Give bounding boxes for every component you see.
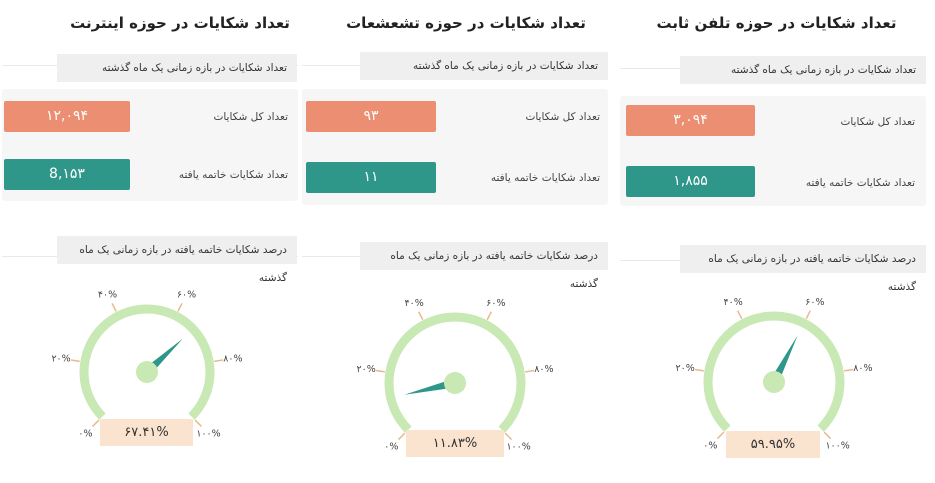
gauge-tick-label: ۱۰۰% <box>825 441 849 452</box>
gauge-tick <box>823 431 832 440</box>
gauge-arc <box>79 304 215 420</box>
period-header: تعداد شکایات در بازه زمانی یک ماه گذشته <box>680 56 926 84</box>
gauge-tick <box>177 303 183 312</box>
gauge-tick-label: ۸۰% <box>853 363 872 374</box>
gauge-tick <box>375 369 385 373</box>
gauge-tick-label: ۶۰% <box>805 297 824 308</box>
resolved-complaints-bar: 8,۱۵۳ <box>4 159 130 190</box>
percent-value: ۶۷.۴۱% <box>100 419 193 446</box>
gauge-tick <box>844 368 854 372</box>
gauge-tick <box>805 310 811 320</box>
gauge-tick-label: ۴۰% <box>724 297 743 308</box>
gauge-arc <box>703 311 845 432</box>
gauge-tick <box>194 419 202 427</box>
gauge-tick <box>737 310 743 320</box>
resolved-complaints-label: تعداد شکایات خاتمه یافته <box>178 169 288 181</box>
gauge-tick <box>70 359 80 363</box>
gauge-tick-label: ۴۰% <box>405 298 424 309</box>
section-internet: تعداد شکایات در حوزه اینترنت تعداد شکایا… <box>0 0 300 483</box>
gauge-tick-label: ۰% <box>78 429 92 440</box>
gauge-tick <box>525 369 535 373</box>
gauge-tick <box>418 311 424 321</box>
gauge-tick-label: ۰% <box>384 442 398 453</box>
gauge-tick <box>214 359 224 363</box>
percent-value: ۱۱.۸۳% <box>406 430 504 457</box>
gauge-tick <box>716 431 725 440</box>
gauge-arc <box>384 312 526 433</box>
gauge-tick-label: ۲۰% <box>356 364 375 375</box>
total-complaints-bar: ۹۳ <box>306 101 436 132</box>
resolved-percent-gauge: ۰% ۲۰% ۴۰% ۶۰% ۸۰% ۱۰۰% <box>675 297 872 452</box>
section-radiation: تعداد شکایات در حوزه تشعشعات تعداد شکایا… <box>300 0 612 483</box>
percent-value: ۵۹.۹۵% <box>726 431 820 458</box>
total-complaints-label: تعداد کل شکایات <box>213 111 288 123</box>
gauge-tick <box>111 303 117 312</box>
gauge-tick-label: ۶۰% <box>486 298 505 309</box>
resolved-percent-gauge: ۰% ۲۰% ۴۰% ۶۰% ۸۰% ۱۰۰% <box>51 289 242 440</box>
gauge-hub <box>444 372 466 394</box>
gauge-hub <box>136 361 158 383</box>
gauge-tick-label: ۸۰% <box>223 353 242 364</box>
gauge-tick <box>486 311 492 321</box>
resolved-complaints-bar: ۱۱ <box>306 162 436 193</box>
gauge-tick-label: ۸۰% <box>534 364 553 375</box>
total-complaints-bar: ۱۲,۰۹۴ <box>4 101 130 132</box>
gauge-tick <box>92 419 100 427</box>
gauge-tick <box>504 432 513 441</box>
period-header: تعداد شکایات در بازه زمانی یک ماه گذشته <box>57 54 297 82</box>
gauge-needle <box>404 378 457 395</box>
gauge-tick-label: ۶۰% <box>177 289 196 300</box>
gauge-header: درصد شکایات خاتمه یافته در بازه زمانی یک… <box>57 236 297 284</box>
section-title: تعداد شکایات در حوزه اینترنت <box>70 14 290 32</box>
total-complaints-bar: ۳,۰۹۴ <box>626 105 755 136</box>
section-title: تعداد شکایات در حوزه تلفن ثابت <box>656 14 897 32</box>
gauge-tick-label: ۲۰% <box>675 363 694 374</box>
gauge-tick-label: ۲۰% <box>51 353 70 364</box>
total-complaints-label: تعداد کل شکایات <box>840 116 915 128</box>
gauge-tick <box>397 432 406 441</box>
resolved-percent-gauge: ۰% ۲۰% ۴۰% ۶۰% ۸۰% ۱۰۰% <box>356 298 553 453</box>
gauge-hub <box>763 371 785 393</box>
resolved-complaints-label: تعداد شکایات خاتمه یافته <box>490 172 600 184</box>
total-complaints-label: تعداد کل شکایات <box>525 111 600 123</box>
period-header: تعداد شکایات در بازه زمانی یک ماه گذشته <box>360 52 608 80</box>
resolved-complaints-label: تعداد شکایات خاتمه یافته <box>805 177 915 189</box>
gauge-tick <box>694 368 704 372</box>
section-landline: تعداد شکایات در حوزه تلفن ثابت تعداد شکا… <box>618 0 935 483</box>
gauge-header: درصد شکایات خاتمه یافته در بازه زمانی یک… <box>360 242 608 290</box>
gauge-tick-label: ۰% <box>703 441 717 452</box>
gauge-header: درصد شکایات خاتمه یافته در بازه زمانی یک… <box>680 245 926 293</box>
section-title: تعداد شکایات در حوزه تشعشعات <box>346 14 586 32</box>
resolved-complaints-bar: ۱,۸۵۵ <box>626 166 755 197</box>
gauge-tick-label: ۴۰% <box>98 289 117 300</box>
gauge-tick-label: ۱۰۰% <box>196 429 220 440</box>
gauge-tick-label: ۱۰۰% <box>506 442 530 453</box>
